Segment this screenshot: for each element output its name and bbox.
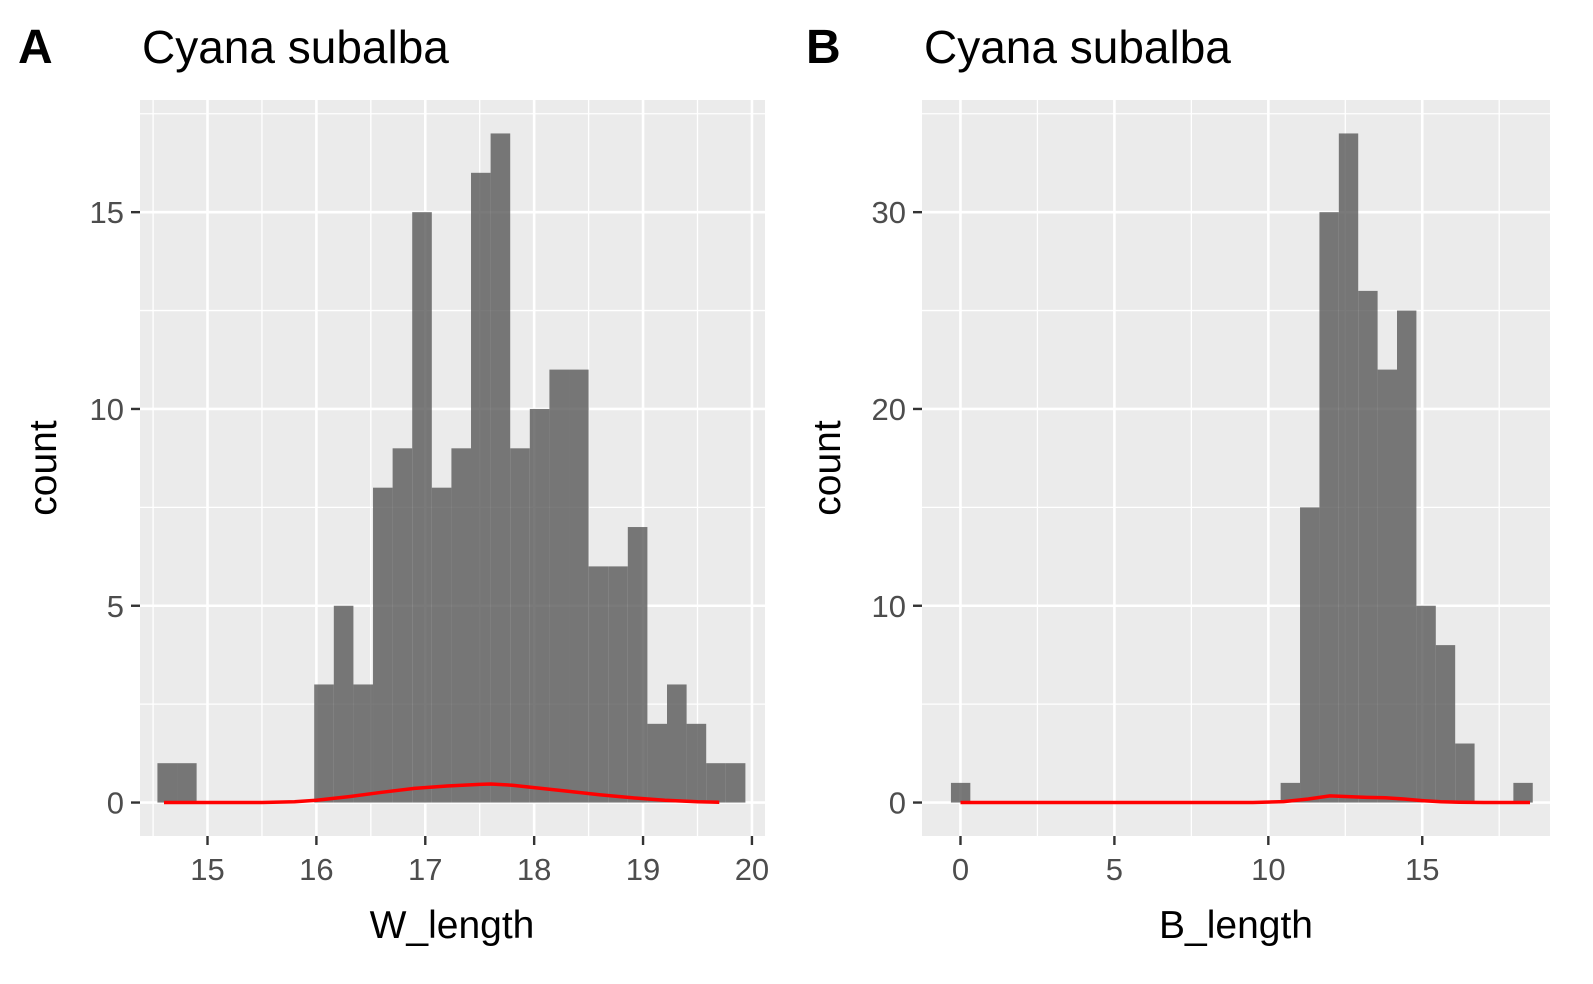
x-tick-label-a: 15 xyxy=(190,852,224,887)
y-tick-label-b: 20 xyxy=(872,392,906,427)
x-tick-label-a: 20 xyxy=(735,852,769,887)
histogram-bar-a-29 xyxy=(725,763,746,803)
histogram-bar-a-19 xyxy=(529,408,550,803)
y-tick-label-b: 0 xyxy=(889,786,906,821)
panel-tag-a: A xyxy=(18,21,53,74)
histogram-bar-a-1 xyxy=(177,763,197,803)
chart-title-b: Cyana subalba xyxy=(924,21,1231,73)
plot-background-b xyxy=(922,100,1550,836)
y-tick-label-a: 15 xyxy=(90,195,124,230)
histogram-bar-a-16 xyxy=(471,172,491,803)
histogram-bar-b-18 xyxy=(1300,507,1320,803)
y-tick-label-b: 10 xyxy=(872,589,906,624)
histogram-bar-a-23 xyxy=(608,566,628,803)
histogram-bar-a-28 xyxy=(706,763,726,803)
histogram-bar-a-11 xyxy=(373,487,393,803)
y-tick-label-a: 10 xyxy=(90,392,124,427)
histogram-bar-a-12 xyxy=(392,448,413,803)
histogram-bar-a-9 xyxy=(333,605,354,803)
histogram-bar-b-25 xyxy=(1435,645,1456,803)
x-axis-title-a: W_length xyxy=(370,904,535,947)
histogram-bar-b-21 xyxy=(1358,290,1378,803)
x-tick-label-b: 15 xyxy=(1405,852,1439,887)
density-curve-a xyxy=(164,782,720,805)
histogram-bars-a xyxy=(157,133,746,803)
y-tick-label-a: 5 xyxy=(107,589,124,624)
panel-a: A Cyana subalba 15 16 17 18 19 20 0 5 10 15 W_len… xyxy=(18,21,769,947)
density-curve-b xyxy=(960,794,1530,805)
histogram-bar-a-10 xyxy=(353,684,374,803)
y-tick-label-a: 0 xyxy=(107,786,124,821)
histogram-bar-b-23 xyxy=(1397,310,1417,803)
x-tick-label-b: 0 xyxy=(952,852,969,887)
histogram-bar-b-29 xyxy=(1513,782,1533,803)
y-axis-title-b: count xyxy=(806,420,849,516)
histogram-bar-a-24 xyxy=(627,527,648,803)
x-axis-title-b: B_length xyxy=(1159,904,1313,947)
histogram-bar-b-19 xyxy=(1319,212,1339,803)
panel-b: B Cyana subalba 0 5 10 15 0 10 20 30 B_length c… xyxy=(806,21,1550,947)
histogram-bar-a-27 xyxy=(686,723,707,803)
histogram-bar-a-20 xyxy=(549,369,570,803)
histogram-bar-a-0 xyxy=(157,763,178,803)
histogram-bar-b-24 xyxy=(1416,605,1436,803)
histogram-bar-a-13 xyxy=(412,212,432,803)
x-tick-label-a: 18 xyxy=(517,852,551,887)
histogram-bar-a-22 xyxy=(588,566,609,803)
chart-title-a: Cyana subalba xyxy=(142,21,449,73)
y-tick-label-b: 30 xyxy=(872,195,906,230)
histogram-bar-b-26 xyxy=(1455,743,1475,803)
axis-ticks-a: 15 16 17 18 19 20 0 5 10 15 xyxy=(90,195,770,887)
x-tick-label-b: 5 xyxy=(1106,852,1123,887)
histogram-bar-b-17 xyxy=(1280,782,1301,803)
axis-ticks-b: 0 5 10 15 0 10 20 30 xyxy=(872,195,1440,887)
histogram-bar-b-0 xyxy=(950,782,971,803)
histogram-bar-a-17 xyxy=(490,133,511,803)
histogram-bars-b xyxy=(950,133,1533,803)
histogram-bar-a-8 xyxy=(314,684,334,803)
x-tick-label-a: 19 xyxy=(626,852,660,887)
histogram-bar-a-25 xyxy=(647,723,668,803)
y-axis-title-a: count xyxy=(22,420,65,516)
histogram-bar-a-26 xyxy=(667,684,687,803)
panel-tag-b: B xyxy=(806,21,841,74)
minor-gridlines-a xyxy=(140,100,765,836)
x-tick-label-b: 10 xyxy=(1251,852,1285,887)
histogram-bar-b-22 xyxy=(1377,369,1398,803)
histogram-bar-b-20 xyxy=(1338,133,1359,803)
x-tick-label-a: 17 xyxy=(408,852,442,887)
histogram-bar-a-15 xyxy=(451,448,472,803)
histogram-bar-a-21 xyxy=(569,369,589,803)
histogram-bar-a-14 xyxy=(431,487,452,803)
histogram-bar-a-18 xyxy=(510,448,530,803)
x-tick-label-a: 16 xyxy=(299,852,333,887)
